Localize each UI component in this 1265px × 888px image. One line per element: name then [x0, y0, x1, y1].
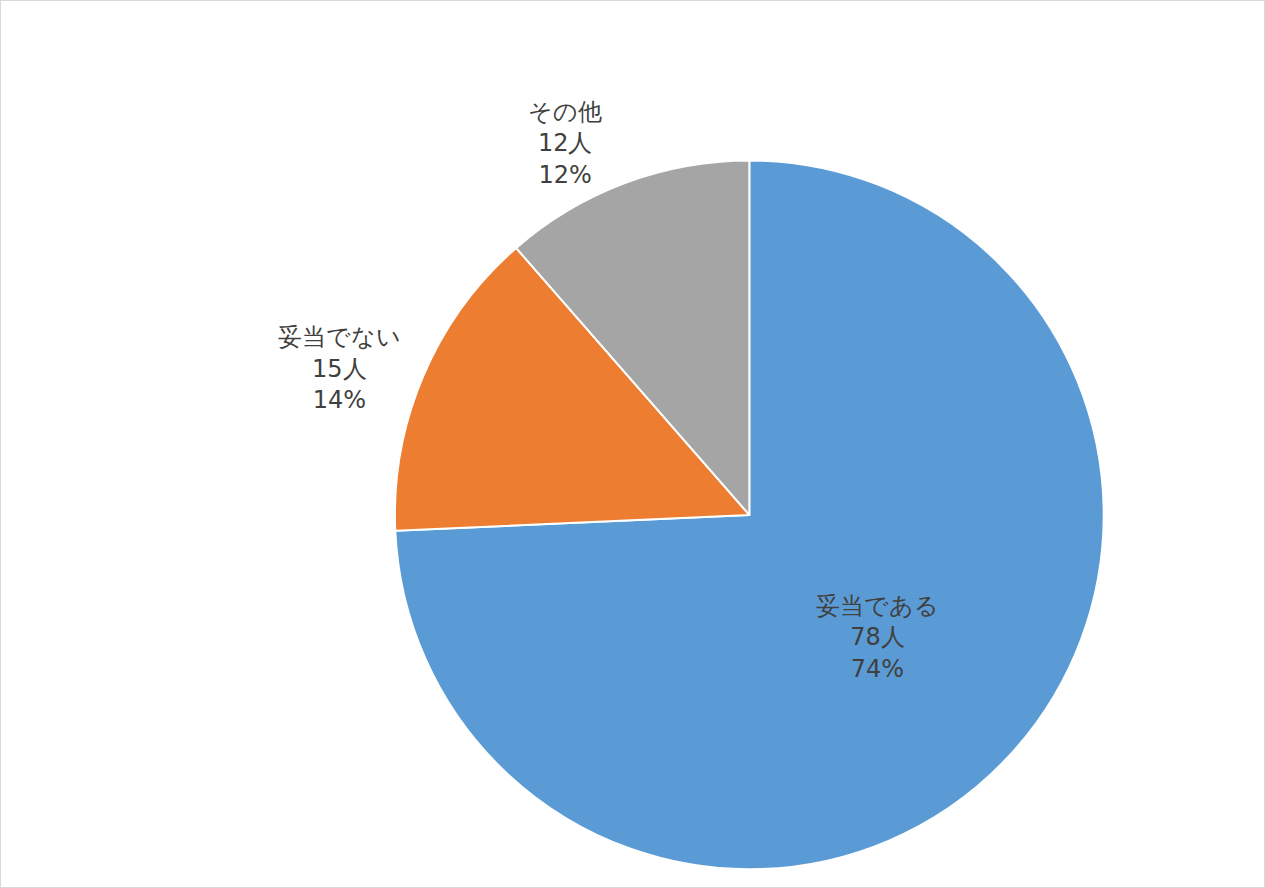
svg-text:その他12人12%: その他12人12%: [528, 98, 602, 188]
svg-text:妥当である78人74%: 妥当である78人74%: [816, 592, 939, 682]
svg-text:妥当でない15人14%: 妥当でない15人14%: [278, 323, 401, 413]
